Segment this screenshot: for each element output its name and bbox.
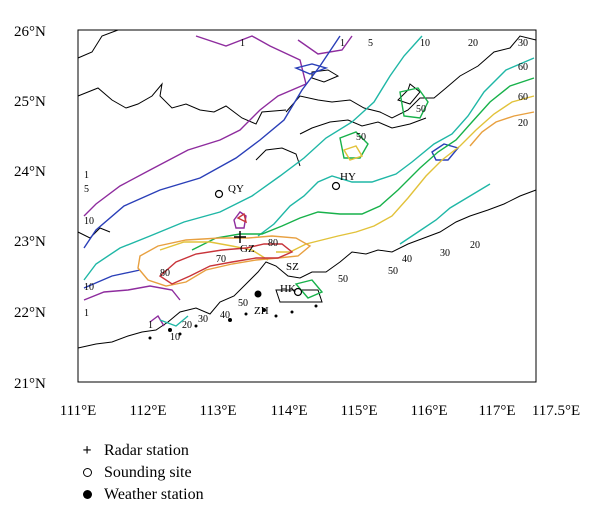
- svg-text:SZ: SZ: [286, 261, 299, 273]
- legend-item-radar: + Radar station: [78, 440, 204, 462]
- lon-label: 113°E: [199, 403, 236, 419]
- svg-text:1: 1: [240, 38, 245, 49]
- svg-text:GZ: GZ: [240, 243, 255, 255]
- contour-labels: 1 1 5 10 20 30 60 60 20 50 50 1 5 10 10 …: [84, 38, 528, 343]
- svg-text:50: 50: [416, 104, 426, 115]
- svg-text:1: 1: [148, 320, 153, 331]
- svg-text:20: 20: [182, 320, 192, 331]
- lat-label: 25°N: [14, 94, 46, 110]
- lon-label: 114°E: [270, 403, 307, 419]
- svg-text:50: 50: [238, 298, 248, 309]
- lon-label: 112°E: [129, 403, 166, 419]
- contours: [83, 35, 535, 327]
- svg-text:HK: HK: [280, 283, 296, 295]
- svg-text:5: 5: [84, 184, 89, 195]
- svg-text:10: 10: [84, 282, 94, 293]
- map-frame: [77, 29, 537, 383]
- svg-text:30: 30: [440, 248, 450, 259]
- svg-text:20: 20: [518, 118, 528, 129]
- svg-text:40: 40: [402, 254, 412, 265]
- longitude-labels: 111°E 112°E 113°E 114°E 115°E 116°E 117°…: [60, 403, 580, 419]
- svg-text:1: 1: [340, 38, 345, 49]
- svg-text:50: 50: [388, 266, 398, 277]
- svg-text:20: 20: [470, 240, 480, 251]
- svg-text:5: 5: [368, 38, 373, 49]
- svg-text:40: 40: [220, 310, 230, 321]
- lon-label: 115°E: [340, 403, 377, 419]
- svg-text:80: 80: [160, 268, 170, 279]
- svg-text:80: 80: [268, 238, 278, 249]
- latitude-labels: 26°N 25°N 24°N 23°N 22°N 21°N: [14, 24, 46, 392]
- svg-text:60: 60: [518, 92, 528, 103]
- coastline-and-borders: [77, 29, 537, 349]
- legend-label: Sounding site: [104, 464, 192, 481]
- legend: + Radar station Sounding site Weather st…: [78, 440, 204, 506]
- lon-label: 117°E: [478, 403, 515, 419]
- lon-label: 111°E: [60, 403, 97, 419]
- filled-circle-icon: [78, 486, 96, 504]
- svg-text:30: 30: [198, 314, 208, 325]
- legend-label: Weather station: [104, 486, 204, 503]
- legend-label: Radar station: [104, 442, 189, 459]
- lat-label: 22°N: [14, 305, 46, 321]
- plus-icon: +: [82, 442, 92, 459]
- svg-text:ZH: ZH: [254, 305, 269, 317]
- hy-sounding-site: [331, 181, 341, 191]
- lat-label: 24°N: [14, 164, 46, 180]
- svg-text:20: 20: [468, 38, 478, 49]
- lon-label: 116°E: [410, 403, 447, 419]
- qy-sounding-site: [214, 189, 224, 199]
- svg-text:70: 70: [216, 254, 226, 265]
- site-labels: QY HY GZ SZ HK ZH: [228, 171, 356, 317]
- lat-label: 26°N: [14, 24, 46, 40]
- lat-label: 21°N: [14, 376, 46, 392]
- lat-label: 23°N: [14, 234, 46, 250]
- station-markers: [214, 181, 341, 298]
- islands: [148, 304, 318, 340]
- svg-text:10: 10: [170, 332, 180, 343]
- svg-text:60: 60: [518, 62, 528, 73]
- svg-text:HY: HY: [340, 171, 356, 183]
- svg-text:1: 1: [84, 170, 89, 181]
- svg-text:30: 30: [518, 38, 528, 49]
- svg-text:10: 10: [84, 216, 94, 227]
- svg-text:50: 50: [356, 132, 366, 143]
- hk-sounding-site: [293, 287, 303, 297]
- legend-item-sounding: Sounding site: [78, 462, 204, 484]
- legend-item-weather: Weather station: [78, 484, 204, 506]
- gz-radar-station: [234, 231, 246, 243]
- svg-text:10: 10: [420, 38, 430, 49]
- svg-text:1: 1: [84, 308, 89, 319]
- open-circle-icon: [78, 464, 96, 482]
- svg-text:QY: QY: [228, 183, 244, 195]
- svg-text:50: 50: [338, 274, 348, 285]
- zh-weather-station: [254, 290, 262, 298]
- lon-label: 117.5°E: [532, 403, 580, 419]
